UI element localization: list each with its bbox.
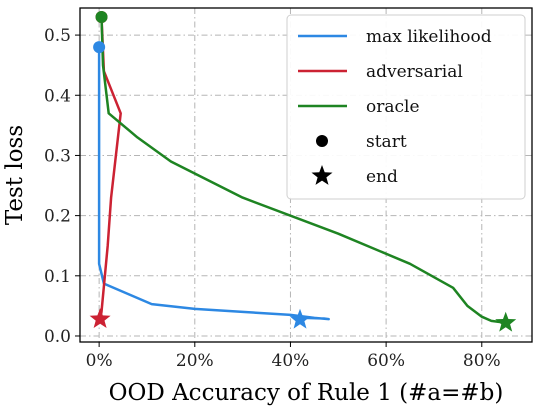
y-tick-label: 0.5 xyxy=(44,26,71,46)
x-tick-label: 40% xyxy=(272,351,310,371)
legend: max likelihood adversarial oracle start … xyxy=(286,14,526,200)
x-tick-label: 60% xyxy=(367,351,405,371)
y-axis-label: Test loss xyxy=(2,125,28,225)
x-axis-ticks: 0% 20% 40% 60% 80% xyxy=(86,342,501,371)
start-marker-oracle xyxy=(95,11,108,24)
end-marker-max-likelihood xyxy=(289,308,311,329)
x-tick-label: 20% xyxy=(176,351,214,371)
plot-frame xyxy=(79,7,533,343)
legend-label-adversarial: adversarial xyxy=(366,62,463,82)
legend-marker-start-icon xyxy=(316,135,328,147)
y-tick-label: 0.3 xyxy=(44,146,71,166)
y-axis-ticks: 0.0 0.1 0.2 0.3 0.4 0.5 xyxy=(44,26,80,347)
x-axis-label: OOD Accuracy of Rule 1 (#a=#b) xyxy=(109,380,504,406)
legend-label-max-likelihood: max likelihood xyxy=(366,27,492,47)
x-tick-label: 80% xyxy=(463,351,501,371)
y-tick-label: 0.1 xyxy=(44,267,71,287)
legend-label-start: start xyxy=(366,132,407,152)
end-marker-oracle xyxy=(495,311,517,332)
legend-marker-end-icon xyxy=(311,165,333,185)
x-tick-label: 0% xyxy=(86,351,113,371)
legend-box xyxy=(286,14,526,200)
start-marker-max-likelihood xyxy=(93,41,106,54)
series-markers xyxy=(89,11,517,332)
series-line-oracle xyxy=(100,15,507,324)
end-marker-adversarial xyxy=(89,308,111,328)
y-tick-label: 0.2 xyxy=(44,207,71,227)
legend-label-oracle: oracle xyxy=(366,97,420,117)
y-tick-label: 0.0 xyxy=(44,327,71,347)
y-tick-label: 0.4 xyxy=(44,86,71,106)
legend-label-end: end xyxy=(366,167,398,187)
